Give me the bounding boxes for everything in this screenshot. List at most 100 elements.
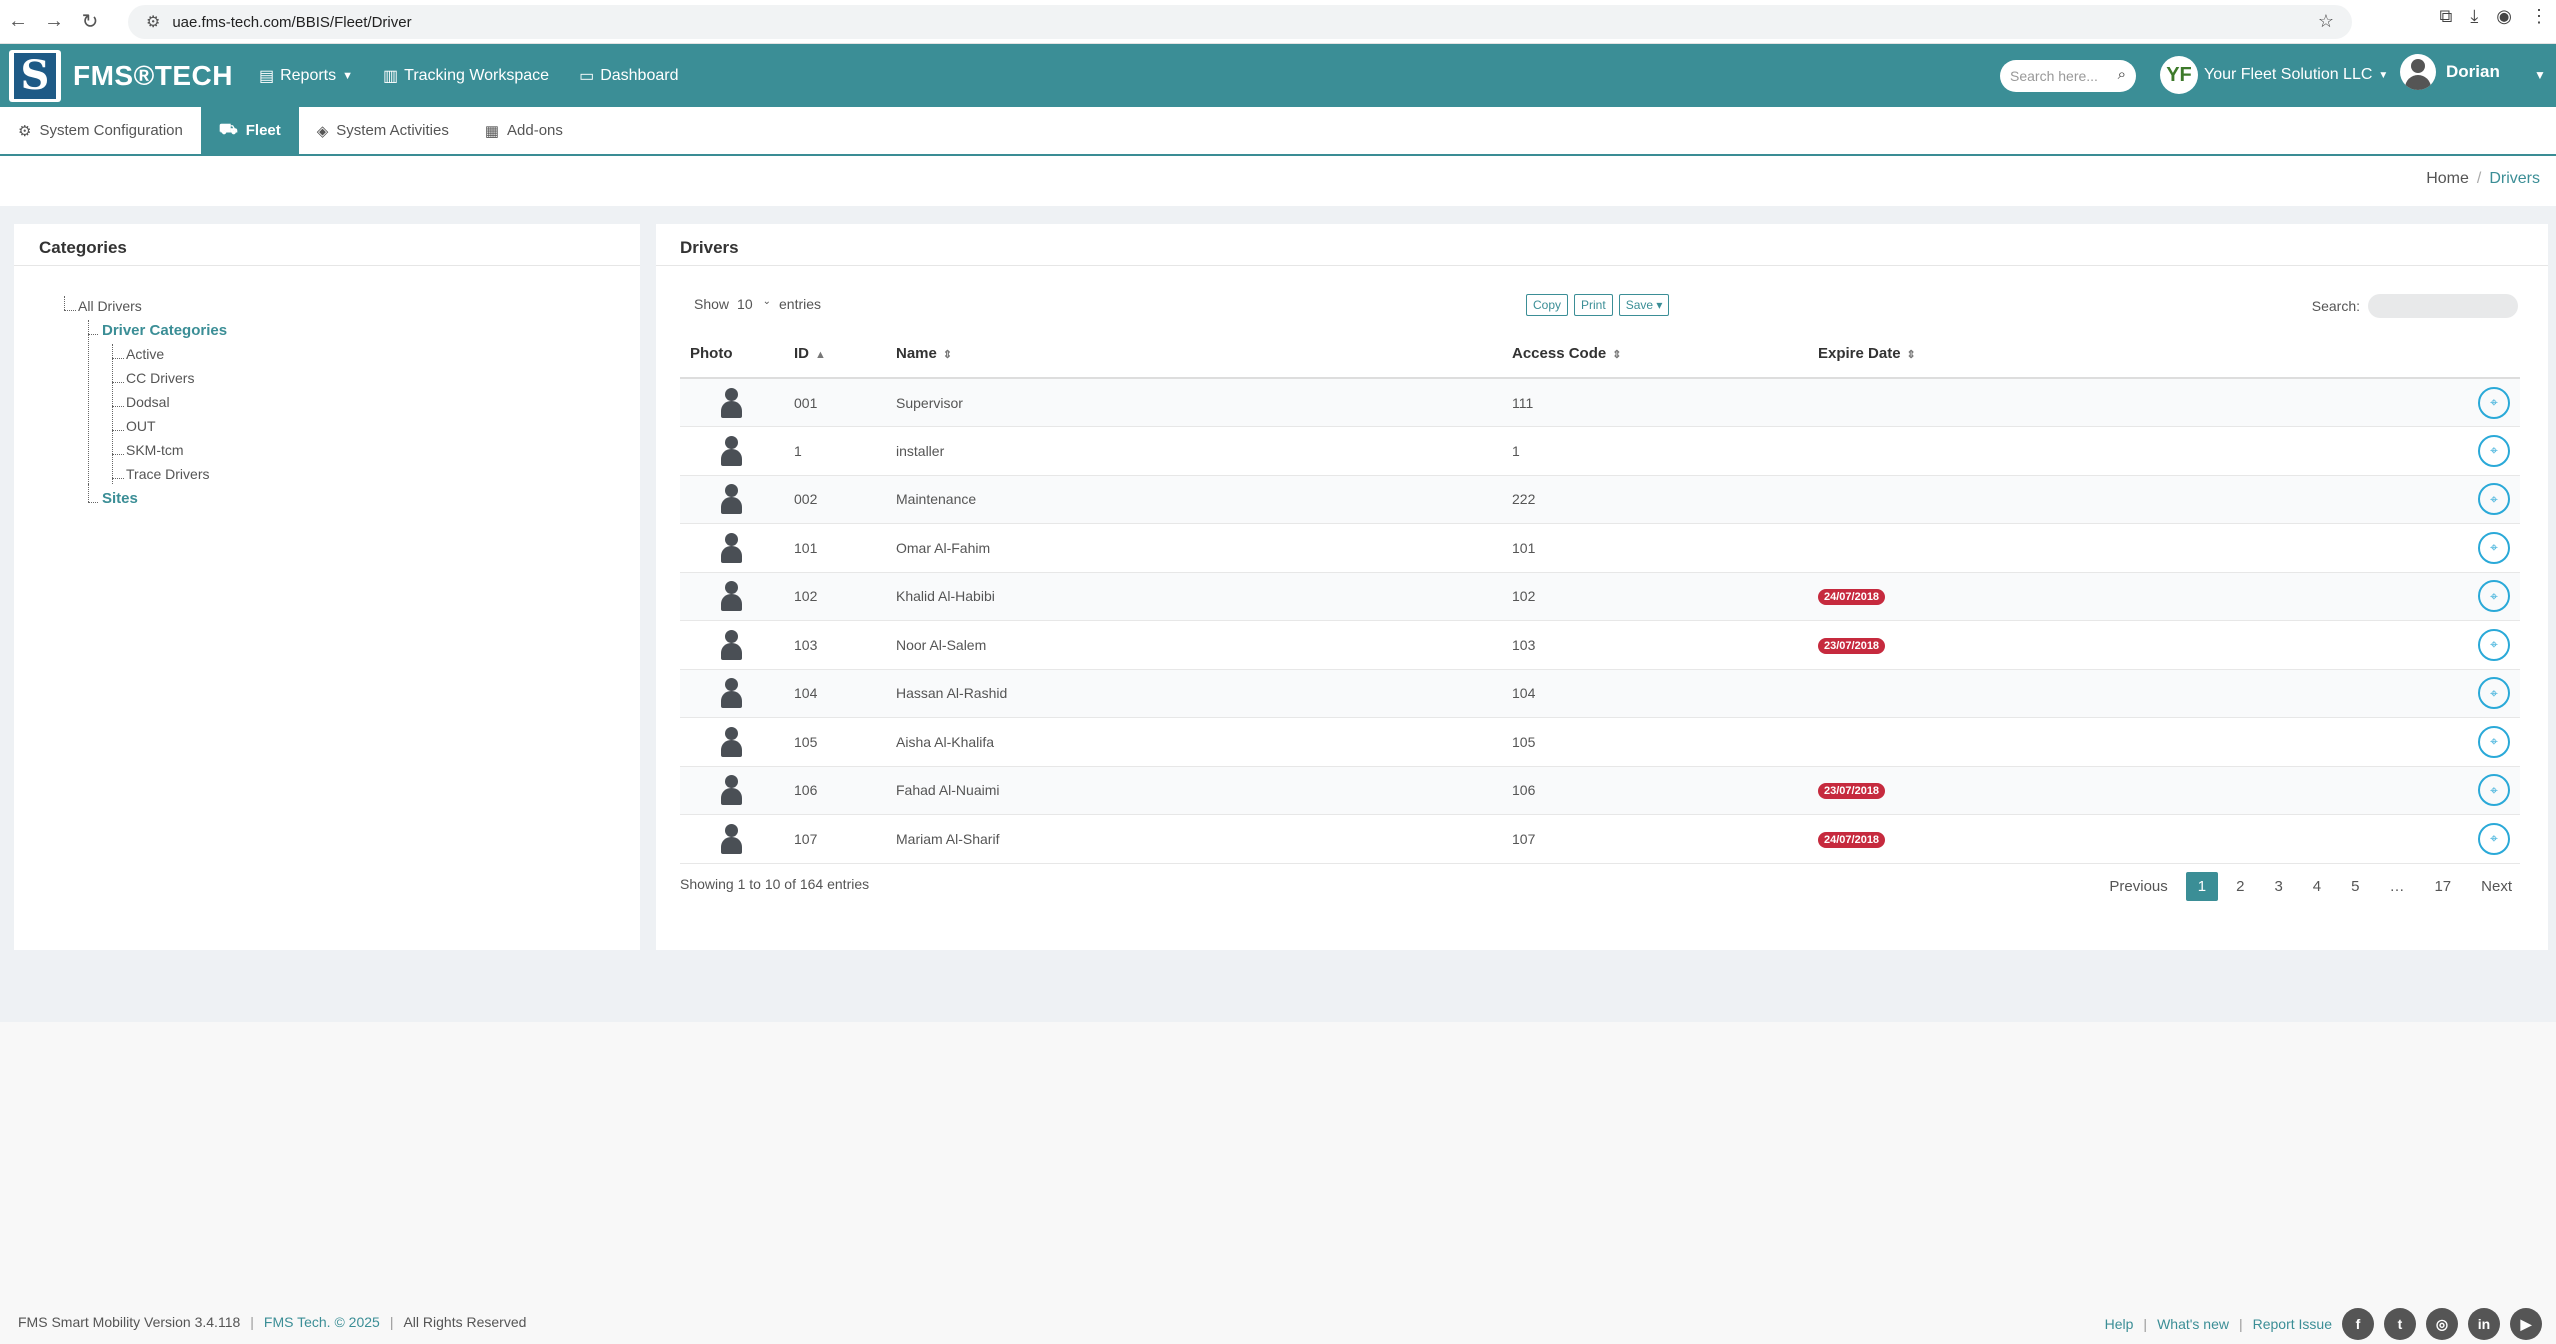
driver-photo-icon	[720, 823, 742, 854]
assign-location-icon[interactable]: ⌖	[2478, 483, 2510, 516]
show-label: Show	[694, 296, 730, 312]
tab-system-configuration[interactable]: ⚙ System Configuration	[0, 107, 201, 154]
tab-add-ons[interactable]: ▦ Add-ons	[467, 107, 581, 154]
user-name: Dorian	[2446, 62, 2500, 81]
driver-name: Supervisor	[886, 378, 1502, 427]
tree-node-driver-categories[interactable]: Driver Categories	[54, 318, 227, 342]
tree-node-sites[interactable]: Sites	[54, 486, 227, 510]
tab-system-activities[interactable]: ◈ System Activities	[299, 107, 467, 154]
table-row[interactable]: 107 Mariam Al-Sharif 107 24/07/2018 ⌖	[680, 814, 2520, 864]
col-name[interactable]: Name ⇕	[886, 330, 1502, 379]
reload-icon[interactable]: ↻	[81, 11, 99, 33]
back-icon[interactable]: ←	[8, 10, 28, 32]
facebook-icon[interactable]: f	[2342, 1308, 2374, 1340]
pager-page-4[interactable]: 4	[2312, 878, 2322, 895]
table-row[interactable]: 001 Supervisor 111 ⌖	[680, 378, 2520, 427]
pagination: Previous 1 2 3 4 5 … 17 Next	[2091, 872, 2524, 901]
tree-node-trace-drivers[interactable]: Trace Drivers	[54, 462, 227, 486]
driver-action-cell: ⌖	[2460, 426, 2520, 476]
driver-expire-cell	[1808, 669, 2460, 718]
table-search-input[interactable]	[2368, 294, 2518, 318]
driver-name: Maintenance	[886, 475, 1502, 524]
table-row[interactable]: 101 Omar Al-Fahim 101 ⌖	[680, 523, 2520, 573]
tree-node-all-drivers[interactable]: All Drivers	[54, 294, 227, 318]
assign-location-icon[interactable]: ⌖	[2478, 531, 2510, 564]
table-row[interactable]: 002 Maintenance 222 ⌖	[680, 475, 2520, 524]
print-button[interactable]: Print	[1574, 294, 1613, 316]
pager-next[interactable]: Next	[2481, 878, 2512, 895]
driver-name: Aisha Al-Khalifa	[886, 717, 1502, 767]
chevron-down-icon: ⌄	[762, 296, 771, 307]
pager-page-2[interactable]: 2	[2236, 878, 2245, 895]
logo[interactable]: S FMS®TECH	[9, 49, 233, 102]
breadcrumb-home[interactable]: Home	[2426, 170, 2469, 187]
user-menu-caret-icon[interactable]: ▼	[2534, 68, 2546, 82]
twitter-icon[interactable]: t	[2384, 1308, 2416, 1340]
assign-location-icon[interactable]: ⌖	[2478, 580, 2510, 613]
footer-help-link[interactable]: Help	[2104, 1316, 2134, 1332]
company-selector[interactable]: YF Your Fleet Solution LLC ▼	[2160, 56, 2388, 94]
tree-node-active[interactable]: Active	[54, 342, 227, 366]
assign-location-icon[interactable]: ⌖	[2478, 774, 2510, 807]
breadcrumb-current[interactable]: Drivers	[2489, 170, 2540, 187]
table-row[interactable]: 103 Noor Al-Salem 103 23/07/2018 ⌖	[680, 620, 2520, 670]
assign-location-icon[interactable]: ⌖	[2478, 628, 2510, 661]
header-search-input[interactable]: Search here... ⌕	[2000, 60, 2136, 92]
assign-location-icon[interactable]: ⌖	[2478, 725, 2510, 758]
table-row[interactable]: 104 Hassan Al-Rashid 104 ⌖	[680, 669, 2520, 718]
table-row[interactable]: 106 Fahad Al-Nuaimi 106 23/07/2018 ⌖	[680, 766, 2520, 815]
col-expire-date[interactable]: Expire Date ⇕	[1808, 330, 2460, 379]
tree-node-skm-tcm[interactable]: SKM-tcm	[54, 438, 227, 462]
table-row[interactable]: 102 Khalid Al-Habibi 102 24/07/2018 ⌖	[680, 572, 2520, 621]
bookmark-star-icon[interactable]: ☆	[2317, 11, 2334, 31]
profile-icon[interactable]: ◉	[2496, 6, 2512, 26]
nav-reports[interactable]: ▤ Reports ▼	[259, 66, 353, 86]
chevron-down-icon: ▼	[342, 69, 354, 82]
entries-select[interactable]: 10 ⌄	[737, 296, 771, 312]
nav-tracking-workspace[interactable]: ▥ Tracking Workspace	[383, 66, 549, 86]
pager-previous[interactable]: Previous	[2109, 878, 2168, 895]
copy-button[interactable]: Copy	[1526, 294, 1569, 316]
footer-whats-new-link[interactable]: What's new	[2157, 1316, 2229, 1332]
tab-label: Add-ons	[507, 122, 563, 139]
pager-page-5[interactable]: 5	[2351, 878, 2360, 895]
tab-fleet[interactable]: ⛟ Fleet	[200, 107, 299, 154]
browser-menu-icon[interactable]: ⋮	[2530, 6, 2548, 26]
table-row[interactable]: 1 installer 1 ⌖	[680, 426, 2520, 476]
driver-expire-cell	[1808, 378, 2460, 427]
site-info-icon[interactable]: ⚙	[146, 14, 161, 31]
search-icon[interactable]: ⌕	[2117, 66, 2126, 83]
nav-dashboard[interactable]: ▭ Dashboard	[579, 66, 678, 86]
instagram-icon[interactable]: ◎	[2426, 1308, 2458, 1340]
assign-location-icon[interactable]: ⌖	[2478, 677, 2510, 710]
user-menu[interactable]: Dorian	[2400, 54, 2500, 90]
footer-report-issue-link[interactable]: Report Issue	[2252, 1316, 2332, 1332]
save-button[interactable]: Save ▾	[1618, 294, 1670, 316]
tree-node-out[interactable]: OUT	[54, 414, 227, 438]
driver-access-code: 1	[1502, 426, 1808, 476]
col-id[interactable]: ID ▲	[784, 330, 886, 379]
extensions-icon[interactable]: ⧉	[2439, 6, 2453, 26]
driver-access-code: 104	[1502, 669, 1808, 718]
map-icon: ▥	[383, 67, 399, 85]
col-photo[interactable]: Photo	[680, 330, 784, 379]
pager-page-1[interactable]: 1	[2185, 872, 2219, 901]
assign-location-icon[interactable]: ⌖	[2478, 386, 2510, 419]
tab-label: System Configuration	[39, 122, 183, 139]
download-icon[interactable]: ⤓	[2470, 6, 2479, 26]
tree-label: CC Drivers	[126, 370, 195, 386]
page-footer: FMS Smart Mobility Version 3.4.118 | FMS T…	[0, 1300, 2556, 1344]
forward-icon[interactable]: →	[44, 10, 64, 32]
footer-brand-link[interactable]: FMS Tech. © 2025	[263, 1314, 380, 1330]
assign-location-icon[interactable]: ⌖	[2478, 822, 2510, 855]
pager-page-17[interactable]: 17	[2434, 878, 2452, 895]
table-row[interactable]: 105 Aisha Al-Khalifa 105 ⌖	[680, 717, 2520, 767]
col-access-code[interactable]: Access Code ⇕	[1502, 330, 1808, 379]
tree-node-dodsal[interactable]: Dodsal	[54, 390, 227, 414]
pager-page-3[interactable]: 3	[2274, 878, 2283, 895]
linkedin-icon[interactable]: in	[2468, 1308, 2500, 1340]
youtube-icon[interactable]: ▶	[2510, 1308, 2542, 1340]
tree-node-cc-drivers[interactable]: CC Drivers	[54, 366, 227, 390]
address-bar[interactable]: ⚙ uae.fms-tech.com/BBIS/Fleet/Driver ☆	[128, 5, 2352, 39]
assign-location-icon[interactable]: ⌖	[2478, 434, 2510, 467]
